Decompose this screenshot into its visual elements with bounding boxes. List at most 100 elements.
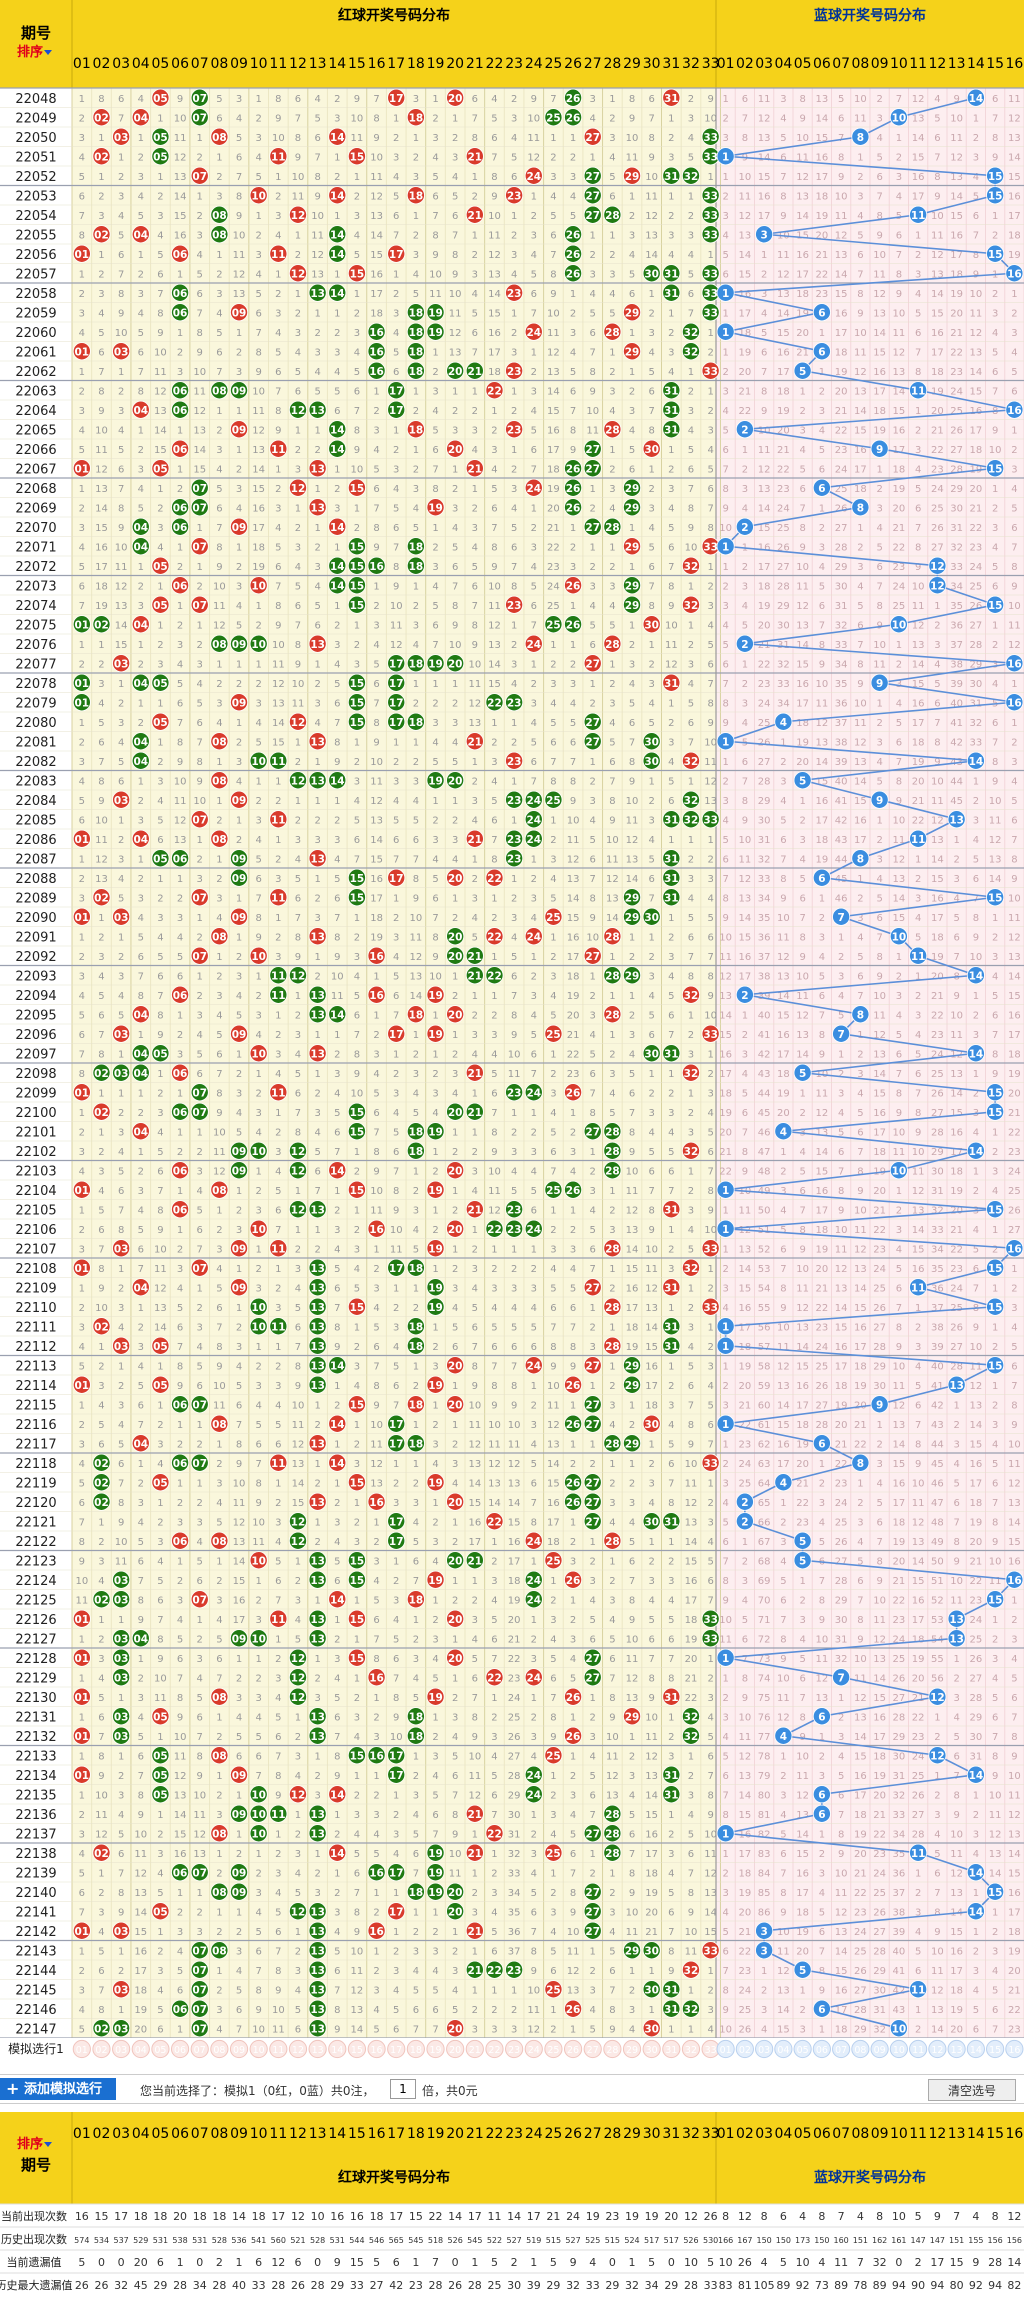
omission-value: 1 [157,1927,163,1938]
omission-value: 11 [115,562,128,573]
red-ball-label: 02 [94,151,109,163]
omission-value: 4 [452,854,458,865]
omission-value: 5 [216,328,222,339]
omission-value: 10 [989,796,1002,807]
omission-value: 68 [758,1556,771,1567]
period-label: 22085 [15,813,56,828]
omission-value: 13 [758,133,771,144]
omission-value: 4 [255,835,261,846]
red-ball-label: 20 [448,444,463,456]
red-area-title: 红球开奖号码分布 [338,7,450,24]
omission-value: 4 [157,1459,163,1470]
omission-value: 6 [354,1010,360,1021]
omission-value: 4 [876,523,882,534]
omission-value: 1 [491,893,497,904]
omission-value: 8 [629,1595,635,1606]
omission-value: 8 [819,1966,825,1977]
omission-value: 13 [739,230,752,241]
omission-value: 1 [472,1088,478,1099]
omission-value: 4 [819,562,825,573]
omission-value: 3 [138,601,144,612]
omission-value: 20 [777,1108,790,1119]
red-column-header: 16 [368,56,386,72]
omission-value: 5 [707,1732,713,1743]
omission-value: 2 [452,1049,458,1060]
omission-value: 1 [609,1264,615,1275]
omission-value: 20 [970,484,983,495]
red-ball-label: 14 [330,229,345,241]
omission-value: 4 [393,1615,399,1626]
omission-value: 3 [177,1517,183,1528]
omission-value: 6 [722,269,728,280]
omission-value: 1 [275,913,281,924]
omission-value: 6 [876,172,882,183]
omission-value: 16 [816,1186,829,1197]
omission-value: 18 [816,1225,829,1236]
omission-value: 1 [668,1712,674,1723]
omission-value: 5 [295,1303,301,1314]
omission-value: 4 [1011,484,1017,495]
omission-value: 3 [177,1264,183,1275]
omission-value: 4 [629,679,635,690]
omission-value: 2 [531,523,537,534]
omission-value: 30 [873,1985,886,1996]
red-ball-label: 17 [389,405,404,417]
omission-value: 2 [354,523,360,534]
omission-value: 3 [570,172,576,183]
omission-value: 14 [739,1790,752,1801]
omission-value: 11 [835,1888,848,1899]
period-label: 22073 [15,579,56,594]
omission-value: 28 [893,1712,906,1723]
omission-value: 4 [570,1166,576,1177]
sort-toggle[interactable]: 排序 [17,44,43,60]
omission-value: 11 [1008,913,1021,924]
omission-value: 2 [275,854,281,865]
omission-value: 1 [511,211,517,222]
omission-value: 5 [413,289,419,300]
omission-value: 1 [236,1186,242,1197]
omission-value: 6 [491,1342,497,1353]
omission-value: 6 [934,698,940,709]
omission-value: 8 [799,523,805,534]
omission-value: 9 [838,1849,844,1860]
omission-value: 15 [1008,1537,1021,1548]
omission-value: 7 [491,1810,497,1821]
omission-value: 1 [413,1030,419,1041]
omission-value: 1 [491,718,497,729]
omission-value: 5 [531,1322,537,1333]
omission-value: 3 [531,1420,537,1431]
omission-value: 4 [857,1537,863,1548]
omission-value: 2 [992,640,998,651]
omission-value: 6 [295,94,301,105]
red-ball-label: 21 [468,210,483,222]
omission-value: 7 [373,698,379,709]
red-column-header: 29 [623,56,641,72]
omission-value: 5 [354,250,360,261]
omission-value: 4 [373,445,379,456]
omission-value: 5 [511,523,517,534]
omission-value: 3 [688,113,694,124]
omission-value: 6 [953,932,959,943]
omission-value: 4 [275,1069,281,1080]
omission-value: 2 [197,1498,203,1509]
omission-value: 7 [197,308,203,319]
red-ball-label: 27 [585,171,600,183]
omission-value: 2 [236,1069,242,1080]
omission-value: 3 [118,718,124,729]
omission-value: 1 [668,191,674,202]
omission-value: 10 [626,1166,639,1177]
omission-value: 7 [896,94,902,105]
omission-value: 12 [950,1868,963,1879]
omission-value: 29 [873,1966,886,1977]
omission-value: 16 [796,250,809,261]
omission-value: 1 [452,386,458,397]
omission-value: 3 [511,484,517,495]
omission-value: 2 [354,1790,360,1801]
omission-value: 6 [992,367,998,378]
omission-value: 50 [931,1556,944,1567]
omission-value: 9 [432,250,438,261]
omission-value: 1 [314,874,320,885]
omission-value: 4 [648,698,654,709]
red-column-header: 14 [328,56,346,72]
omission-value: 37 [950,640,963,651]
